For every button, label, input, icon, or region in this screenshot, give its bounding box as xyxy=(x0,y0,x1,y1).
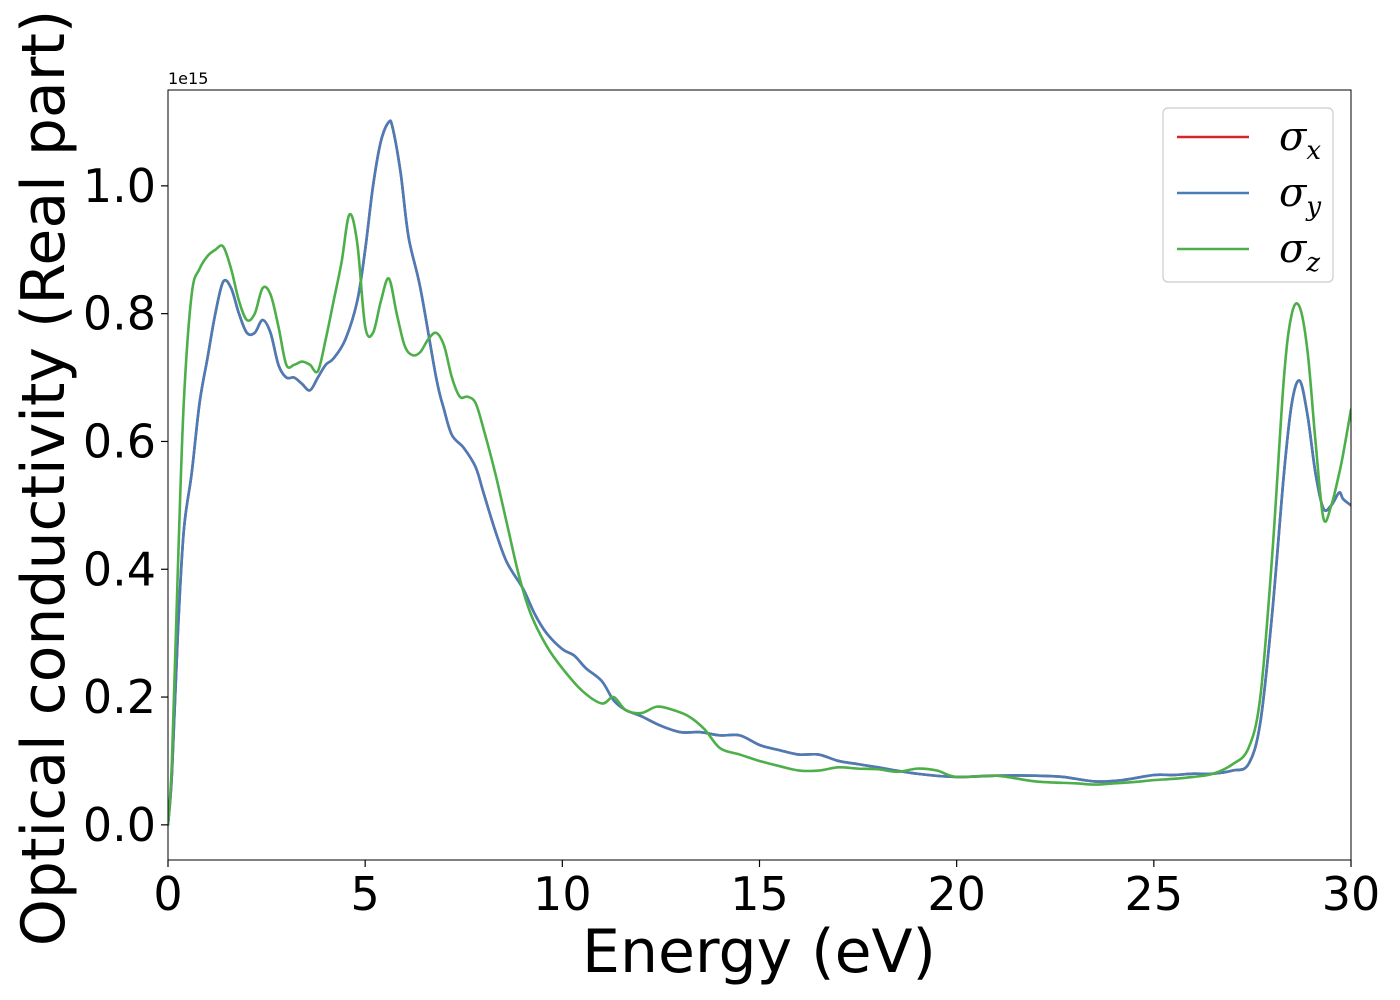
legend-label-x: σx xyxy=(1279,114,1321,166)
y-offset-label: 1e15 xyxy=(168,69,208,88)
x-axis: 0 5 10 15 20 25 30 xyxy=(153,860,1380,921)
y-tick-label: 1.0 xyxy=(83,159,156,213)
y-tick-label: 0.6 xyxy=(83,414,156,468)
series-line-z xyxy=(168,212,1351,827)
legend-label-y: σy xyxy=(1279,170,1321,222)
series-layer xyxy=(168,119,1351,827)
y-tick-label: 0.0 xyxy=(83,798,156,852)
x-tick-label: 30 xyxy=(1322,867,1381,921)
x-axis-label: Energy (eV) xyxy=(582,917,936,987)
x-tick-label: 10 xyxy=(533,867,592,921)
y-axis: 0.0 0.2 0.4 0.6 0.8 1.0 xyxy=(83,159,168,852)
x-tick-label: 5 xyxy=(351,867,380,921)
y-axis-label: Optical conductivity (Real part) xyxy=(9,10,79,947)
y-tick-label: 0.8 xyxy=(83,287,156,341)
x-tick-label: 15 xyxy=(730,867,789,921)
y-tick-label: 0.2 xyxy=(83,670,156,724)
x-tick-label: 20 xyxy=(927,867,986,921)
legend-box xyxy=(1162,107,1334,283)
x-tick-label: 25 xyxy=(1125,867,1184,921)
y-tick-label: 0.4 xyxy=(83,542,156,596)
plot-area xyxy=(167,89,1352,861)
x-tick-label: 0 xyxy=(153,867,182,921)
legend-label-z: σz xyxy=(1279,226,1320,278)
